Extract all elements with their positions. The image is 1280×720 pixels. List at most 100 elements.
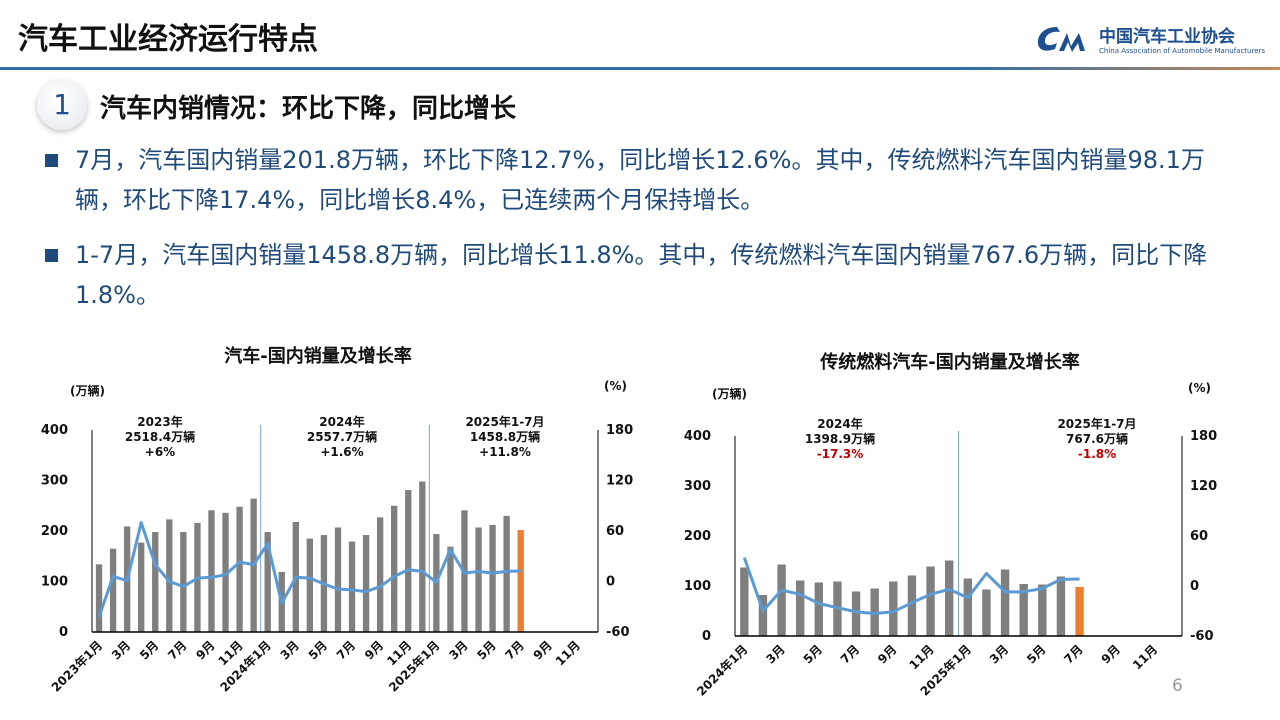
- sales-bar: [236, 506, 243, 632]
- x-tick-label: 9月: [531, 638, 555, 662]
- caam-logo: 中国汽车工业协会 China Association of Automobile …: [1035, 22, 1265, 55]
- sales-bar: [982, 589, 991, 636]
- sales-bar: [1056, 576, 1066, 636]
- x-tick-label: 7月: [165, 638, 189, 662]
- annotation-growth: +6%: [145, 445, 175, 459]
- x-tick-label: 7月: [838, 642, 862, 666]
- left-tick-label: 0: [702, 629, 711, 644]
- annotation-growth: +11.8%: [479, 445, 531, 459]
- sales-bar: [740, 567, 749, 636]
- sales-bar: [963, 578, 973, 636]
- sales-bar: [447, 546, 454, 632]
- right-axis-unit: (%): [604, 379, 627, 393]
- x-tick-label: 7月: [334, 638, 358, 662]
- left-tick-label: 0: [59, 625, 68, 640]
- left-tick-label: 100: [684, 579, 711, 594]
- x-tick-label: 3月: [109, 638, 133, 662]
- left-tick-label: 400: [684, 429, 711, 444]
- sales-bar: [405, 490, 412, 632]
- annotation-total: 767.6万辆: [1066, 431, 1128, 446]
- annotation-year: 2024年: [817, 416, 862, 431]
- sales-bar: [814, 582, 824, 636]
- x-tick-label: 9月: [193, 638, 217, 662]
- sales-bar: [138, 542, 145, 632]
- x-tick-label: 2023年1月: [48, 638, 105, 695]
- right-tick-label: 0: [606, 575, 615, 590]
- annotation-growth: -1.8%: [1078, 447, 1116, 461]
- right-tick-label: 120: [1190, 479, 1217, 494]
- sales-bar: [222, 512, 229, 632]
- right-tick-label: -60: [1190, 629, 1214, 644]
- header-divider: [0, 67, 1280, 70]
- bullet-item: 7月，汽车国内销量201.8万辆，环比下降12.7%，同比增长12.6%。其中，…: [45, 140, 1245, 220]
- right-tick-label: 120: [606, 474, 633, 489]
- right-tick-label: -60: [606, 625, 630, 640]
- chart-title: 汽车-国内销量及增长率: [224, 345, 411, 367]
- x-tick-label: 9月: [362, 638, 386, 662]
- annotation-growth: -17.3%: [817, 447, 864, 461]
- sales-bar: [907, 575, 917, 636]
- caam-logo-icon: [1037, 26, 1085, 52]
- sales-bar: [152, 532, 159, 632]
- page-number: 6: [1172, 676, 1183, 696]
- chart-title: 传统燃料汽车-国内销量及增长率: [819, 351, 1079, 373]
- x-tick-label: 5月: [306, 638, 330, 662]
- sales-bar: [180, 532, 187, 632]
- sales-bar: [944, 560, 954, 636]
- sales-bar: [264, 532, 271, 632]
- x-tick-label: 9月: [1099, 642, 1123, 666]
- left-tick-label: 300: [684, 479, 711, 494]
- sales-bar: [475, 527, 482, 632]
- sales-bar: [362, 535, 370, 632]
- sales-bar: [758, 595, 768, 636]
- x-tick-label: 5月: [1024, 642, 1048, 666]
- growth-line: [97, 521, 521, 618]
- x-tick-label: 9月: [875, 642, 899, 666]
- annotation-year: 2024年: [319, 414, 364, 429]
- left-tick-label: 200: [684, 529, 711, 544]
- annotation-year: 2023年: [137, 414, 182, 429]
- sales-bar: [334, 527, 342, 632]
- annotation-total: 2518.4万辆: [125, 429, 195, 444]
- section-number: 1: [37, 80, 87, 130]
- left-tick-label: 300: [41, 474, 68, 489]
- sales-bar: [1000, 569, 1010, 636]
- left-tick-label: 200: [41, 524, 68, 539]
- x-tick-label: 3月: [763, 642, 787, 666]
- sales-bar: [795, 580, 805, 636]
- x-tick-label: 7月: [503, 638, 527, 662]
- sales-bar: [391, 505, 398, 632]
- annotation-total: 1398.9万辆: [805, 431, 875, 446]
- sales-bar: [376, 517, 384, 632]
- sales-bar: [926, 566, 935, 636]
- x-tick-label: 7月: [1061, 642, 1085, 666]
- right-tick-label: 60: [1190, 529, 1208, 544]
- annotation-growth: +1.6%: [320, 445, 363, 459]
- left-tick-label: 100: [41, 575, 68, 590]
- sales-bar: [851, 591, 861, 636]
- sales-bar: [166, 519, 173, 632]
- logo-en: China Association of Automobile Manufact…: [1099, 47, 1266, 55]
- right-tick-label: 0: [1190, 579, 1199, 594]
- annotation-total: 2557.7万辆: [307, 429, 377, 444]
- sales-bar: [777, 564, 786, 636]
- x-tick-label: 11月: [553, 638, 583, 668]
- sales-bar: [889, 581, 898, 636]
- right-tick-label: 180: [606, 423, 633, 438]
- sales-bar: [208, 510, 215, 632]
- left-tick-label: 400: [41, 423, 68, 438]
- annotation-total: 1458.8万辆: [470, 429, 540, 444]
- annotation-year: 2025年1-7月: [1057, 416, 1136, 431]
- annotation-year: 2025年1-7月: [465, 414, 544, 429]
- bullet-item: 1-7月，汽车国内销量1458.8万辆，同比增长11.8%。其中，传统燃料汽车国…: [45, 235, 1245, 315]
- right-axis-unit: (%): [1188, 381, 1211, 395]
- x-tick-label: 5月: [474, 638, 498, 662]
- sales-bar: [348, 541, 356, 632]
- x-tick-label: 11月: [906, 642, 936, 672]
- x-tick-label: 2024年1月: [693, 642, 750, 699]
- left-axis-unit: (万辆): [712, 386, 747, 401]
- sales-bar: [1038, 584, 1047, 636]
- sales-bar: [95, 564, 103, 632]
- sales-bar: [517, 530, 524, 632]
